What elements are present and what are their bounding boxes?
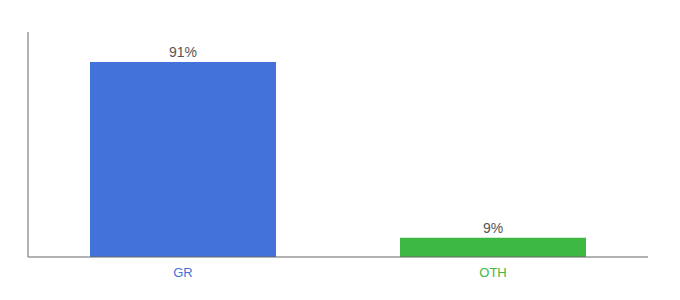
svg-text:91%: 91% bbox=[169, 44, 197, 60]
svg-text:OTH: OTH bbox=[479, 265, 506, 280]
svg-text:GR: GR bbox=[173, 265, 193, 280]
svg-text:9%: 9% bbox=[483, 220, 503, 236]
